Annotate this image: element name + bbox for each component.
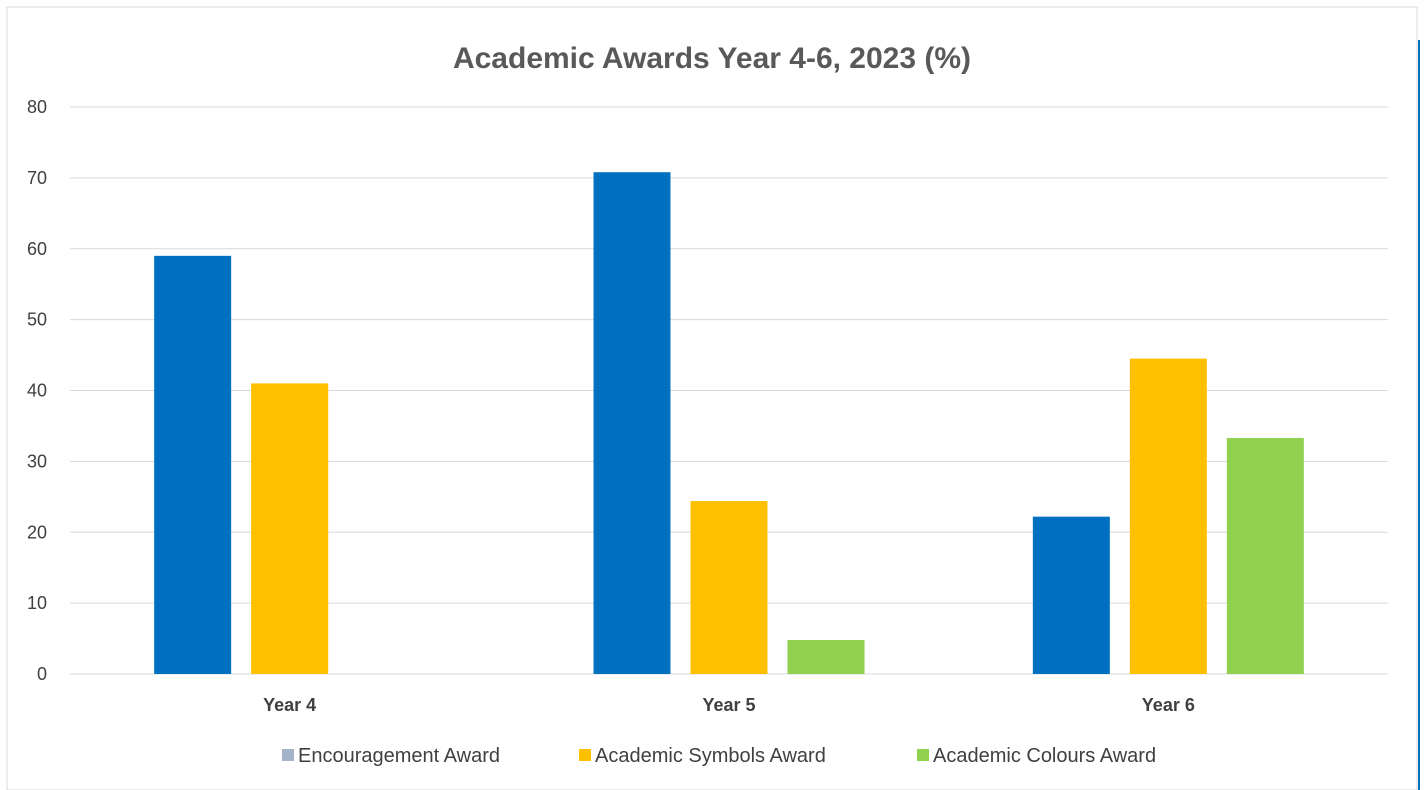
x-axis-categories: Year 4 Year 5 Year 6: [263, 695, 1195, 715]
bar-year-6-series-2: [1226, 437, 1304, 674]
bar-year-4-series-0: [154, 255, 232, 674]
legend-label-2: Academic Colours Award: [933, 745, 1156, 767]
bar-year-6-series-1: [1129, 358, 1207, 674]
legend-swatch-2: [917, 749, 929, 761]
legend-label-0: Encouragement Award: [298, 745, 500, 767]
bar-year-5-series-2: [787, 639, 865, 674]
y-tick-label-2: 20: [27, 522, 47, 542]
y-tick-label-5: 50: [27, 310, 47, 330]
legend-swatch-1: [579, 749, 591, 761]
y-tick-label-6: 60: [27, 239, 47, 259]
y-tick-label-4: 40: [27, 381, 47, 401]
y-tick-label-1: 10: [27, 593, 47, 613]
y-tick-label-0: 0: [37, 664, 47, 684]
x-category-label-1: Year 5: [702, 695, 755, 715]
x-category-label-0: Year 4: [263, 695, 316, 715]
y-tick-label-8: 80: [27, 97, 47, 117]
y-tick-label-7: 70: [27, 168, 47, 188]
chart-title: Academic Awards Year 4-6, 2023 (%): [453, 42, 971, 75]
bar-year-6-series-0: [1032, 516, 1110, 674]
legend-swatch-0: [282, 749, 294, 761]
bar-year-5-series-0: [593, 172, 671, 674]
bars: [154, 172, 1304, 674]
legend-label-1: Academic Symbols Award: [595, 745, 826, 767]
y-tick-label-3: 30: [27, 451, 47, 471]
y-axis-ticks: 0 10 20 30 40 50 60 70 80: [27, 97, 47, 684]
bar-year-4-series-1: [251, 383, 329, 674]
bar-year-5-series-1: [690, 501, 768, 674]
x-category-label-2: Year 6: [1142, 695, 1195, 715]
legend: Encouragement Award Academic Symbols Awar…: [282, 745, 1156, 767]
